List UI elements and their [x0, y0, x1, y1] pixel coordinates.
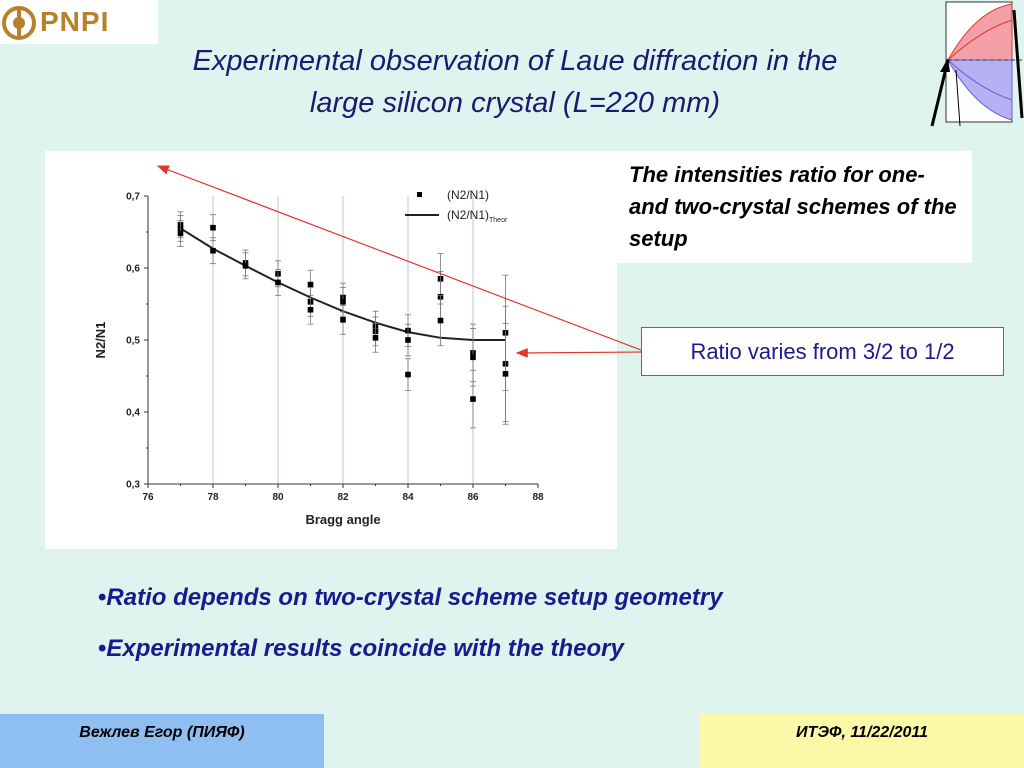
footer-author: Вежлев Егор (ПИЯФ)	[0, 714, 324, 768]
crystal-diagram-icon	[930, 1, 1024, 127]
data-point	[177, 230, 184, 237]
bullet-item: •Ratio depends on two-crystal scheme set…	[98, 584, 723, 611]
ratio-callout: Ratio varies from 3/2 to 1/2	[641, 327, 1004, 376]
y-tick-label: 0,4	[126, 408, 140, 419]
data-point	[307, 281, 314, 288]
data-point	[470, 396, 476, 402]
slide-title: Experimental observation of Laue diffrac…	[92, 40, 938, 124]
pnpi-emblem-icon	[2, 6, 36, 40]
y-tick-label: 0,6	[126, 264, 140, 275]
title-line-1: Experimental observation of Laue diffrac…	[192, 45, 838, 77]
x-tick-label: 86	[467, 492, 479, 503]
caption-text: The intensities ratio for one- and two-c…	[629, 162, 957, 251]
legend-subscript: Theor	[489, 217, 508, 224]
bullet-item: •Experimental results coincide with the …	[98, 635, 624, 662]
x-axis-label: Bragg angle	[305, 512, 380, 527]
data-point	[210, 247, 216, 254]
data-point	[470, 354, 476, 361]
y-axis-label: N2/N1	[93, 322, 108, 359]
data-point	[242, 263, 249, 269]
data-point	[405, 337, 411, 343]
x-tick-label: 88	[532, 492, 544, 503]
data-point	[307, 306, 314, 313]
x-tick-label: 82	[337, 492, 349, 503]
legend-label: (N2/N1)	[447, 188, 489, 202]
y-tick-label: 0,5	[126, 336, 140, 347]
data-point	[275, 279, 281, 286]
x-tick-label: 78	[207, 492, 219, 503]
data-point	[437, 317, 444, 324]
bullet-text: Experimental results coincide with the t…	[106, 635, 624, 662]
logo-text: PNPI	[40, 6, 110, 37]
data-point	[502, 371, 509, 377]
data-point	[372, 335, 379, 341]
x-tick-label: 84	[402, 492, 414, 503]
footer-spacer	[324, 714, 700, 768]
x-tick-label: 76	[142, 492, 154, 503]
pnpi-logo: PNPI	[0, 0, 158, 44]
data-point	[340, 299, 346, 305]
title-line-2: large silicon crystal (L=220 mm)	[309, 87, 721, 119]
data-point	[210, 224, 216, 231]
footer-event: ИТЭФ, 11/22/2011	[700, 714, 1024, 768]
ratio-chart: 76 78 80 82 84 86 88 0,3 0,4 0,5 0,6 0,7 Bragg angle…	[93, 188, 544, 527]
legend-marker-square	[417, 192, 422, 197]
caption-box: The intensities ratio for one- and two-c…	[617, 151, 972, 263]
bullet-list: •Ratio depends on two-crystal scheme set…	[98, 572, 898, 674]
chart-panel: 76 78 80 82 84 86 88 0,3 0,4 0,5 0,6 0,7 Bragg angle…	[45, 151, 617, 549]
bullet-text: Ratio depends on two-crystal scheme setu…	[106, 584, 723, 611]
y-tick-label: 0,7	[126, 192, 140, 203]
data-point	[405, 371, 411, 378]
legend-label: (N2/N1)Theor	[447, 208, 508, 224]
ratio-callout-text: Ratio varies from 3/2 to 1/2	[690, 339, 955, 364]
footer-author-text: Вежлев Егор (ПИЯФ)	[79, 724, 245, 741]
footer-event-text: ИТЭФ, 11/22/2011	[795, 724, 929, 741]
data-point	[340, 317, 346, 323]
y-tick-label: 0,3	[126, 480, 140, 491]
x-tick-label: 80	[272, 492, 284, 503]
